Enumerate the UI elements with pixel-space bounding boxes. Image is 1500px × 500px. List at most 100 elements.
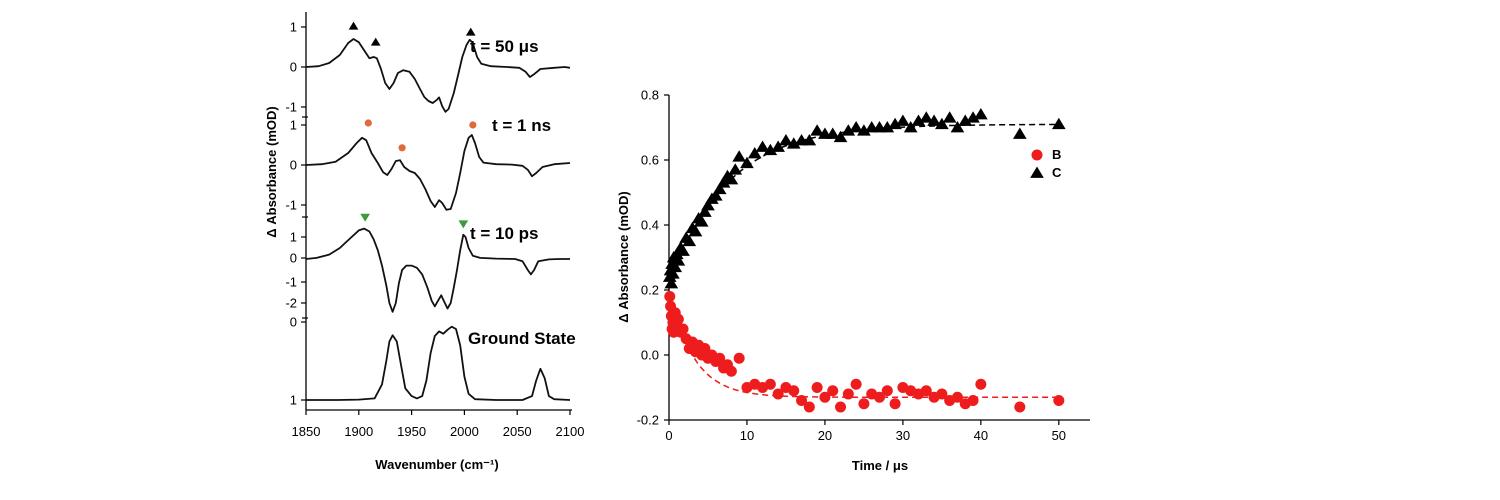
data-point	[779, 134, 793, 146]
y-tick-label: 1	[290, 393, 297, 408]
x-tick-label: 0	[665, 428, 672, 443]
data-point	[772, 388, 784, 400]
data-point	[716, 176, 731, 188]
data-point	[825, 127, 840, 139]
legend: B C	[1030, 147, 1062, 180]
peak-marker	[469, 121, 477, 129]
data-point	[911, 114, 926, 126]
kinetics-chart: Time / μs Δ Absorbance (mOD) B C 0 10 20 30…	[616, 88, 1090, 473]
data-point	[942, 111, 957, 123]
legend-marker-c	[1030, 166, 1044, 178]
data-point	[841, 124, 856, 136]
data-point	[682, 234, 697, 247]
y-tick-label: 1	[290, 230, 297, 245]
data-point	[764, 378, 776, 390]
data-point	[694, 215, 709, 227]
x-tick-label: 2000	[450, 424, 479, 439]
data-point	[733, 352, 745, 364]
y-tick-label: 0.6	[641, 153, 659, 168]
left-y-axis-label: Δ Absorbance (mOD)	[264, 106, 279, 237]
y-tick-label: -0.2	[637, 413, 659, 428]
data-point	[732, 150, 746, 162]
data-point	[1053, 395, 1065, 406]
spectrum-trace	[305, 134, 571, 211]
y-tick-label: 0	[290, 251, 297, 266]
data-point	[755, 140, 770, 152]
data-point	[666, 267, 680, 279]
data-point	[849, 121, 863, 133]
data-point	[951, 391, 963, 403]
data-point	[664, 291, 676, 302]
x-tick-label: 1850	[292, 424, 321, 439]
data-point	[763, 143, 778, 156]
legend-label-c: C	[1052, 165, 1062, 180]
data-point	[786, 137, 801, 149]
data-point	[664, 277, 679, 289]
data-point	[701, 199, 715, 211]
peak-marker	[458, 220, 469, 229]
data-point	[724, 173, 739, 185]
data-point	[811, 382, 823, 393]
data-point	[874, 391, 885, 403]
legend-marker-b	[1031, 149, 1043, 161]
y-tick-label: 0.0	[641, 348, 659, 363]
ir-spectra-chart: Wavenumber (cm⁻¹) Δ Absorbance (mOD) 1 0 -…	[264, 12, 584, 472]
data-point	[827, 385, 839, 397]
data-point	[950, 121, 965, 133]
data-point	[966, 111, 980, 123]
data-point	[771, 140, 785, 152]
x-tick-label: 10	[740, 428, 754, 443]
data-point	[672, 313, 684, 325]
x-tick-label: 2050	[503, 424, 532, 439]
data-point	[712, 182, 727, 195]
peak-marker	[370, 37, 381, 46]
y-tick-label: 0.4	[641, 218, 659, 233]
data-point	[796, 395, 808, 406]
data-point	[677, 323, 689, 335]
data-point	[858, 398, 870, 410]
data-point	[888, 117, 902, 130]
legend-label-b: B	[1052, 147, 1061, 162]
data-point	[1014, 401, 1026, 413]
data-point	[974, 108, 988, 120]
data-point	[835, 401, 847, 413]
peak-marker	[398, 144, 406, 152]
spectrum-panel: 1 0 -1 t = 50 μs	[285, 20, 571, 115]
data-point	[857, 124, 871, 136]
data-point	[935, 117, 949, 130]
data-point	[668, 260, 683, 273]
data-point	[927, 114, 941, 126]
data-point	[842, 388, 854, 400]
fit-curve-b	[669, 293, 1056, 398]
spectrum-trace	[305, 38, 571, 113]
data-point	[698, 205, 712, 217]
data-point	[903, 121, 918, 133]
data-point	[676, 244, 690, 256]
x-tick-label: 30	[896, 428, 910, 443]
panel-label: Ground State	[468, 329, 576, 348]
right-y-axis-label: Δ Absorbance (mOD)	[616, 191, 631, 322]
data-point	[881, 385, 893, 397]
data-point	[850, 378, 862, 390]
spectrum-panel: 1 0 -1 t = 1 ns	[285, 116, 571, 213]
x-tick-label: 50	[1052, 428, 1066, 443]
x-tick-label: 1900	[344, 424, 373, 439]
right-x-axis-label: Time / μs	[852, 458, 908, 473]
data-point	[936, 388, 948, 400]
data-point	[967, 395, 979, 406]
y-tick-label: 1	[290, 118, 297, 133]
data-point	[688, 225, 703, 237]
y-tick-label: -1	[285, 275, 297, 290]
data-point	[833, 130, 848, 143]
panel-label: t = 1 ns	[492, 116, 551, 135]
y-tick-label: 0	[290, 315, 297, 330]
data-point	[803, 401, 815, 413]
data-point	[740, 156, 754, 169]
series-b	[664, 291, 1065, 413]
data-point	[1013, 127, 1027, 139]
data-point	[819, 391, 831, 403]
data-point	[889, 398, 901, 410]
y-tick-label: -1	[285, 198, 297, 213]
data-point	[880, 121, 895, 133]
